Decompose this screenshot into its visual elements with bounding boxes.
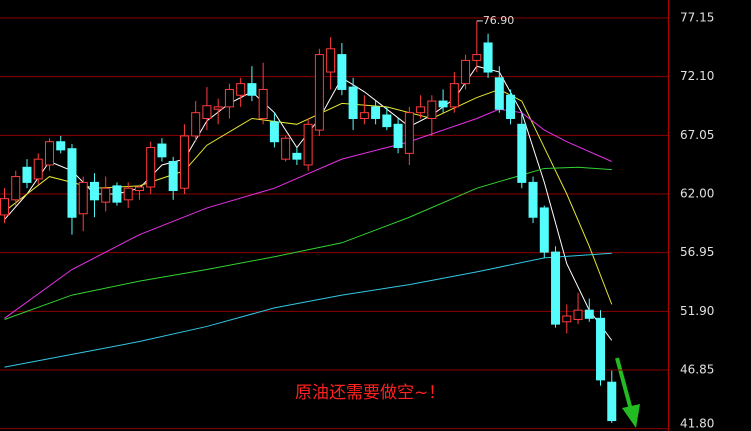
- candle-body: [528, 181, 538, 218]
- candle-body: [157, 143, 167, 158]
- y-tick-label: 67.05: [680, 128, 714, 142]
- candle-body: [326, 48, 336, 73]
- moving-average: [4, 252, 612, 368]
- candle-body: [224, 88, 234, 108]
- moving-average: [4, 65, 613, 341]
- candle-body: [562, 315, 572, 323]
- candle-body: [382, 114, 392, 128]
- y-tick-label: 72.10: [680, 69, 714, 83]
- candle-body: [123, 187, 133, 201]
- y-tick-label: 62.00: [680, 187, 714, 201]
- candle-body: [89, 181, 99, 201]
- candle-body: [191, 112, 201, 137]
- candle-body: [247, 83, 257, 96]
- candle-body: [112, 185, 122, 203]
- candle-body: [337, 54, 347, 90]
- candle-body: [44, 141, 54, 166]
- candle-body: [404, 112, 414, 154]
- candle-body: [472, 54, 482, 61]
- candle-body: [607, 381, 617, 422]
- candle-body: [359, 112, 369, 119]
- candle-body: [33, 158, 43, 180]
- candle-body: [506, 94, 516, 119]
- candle-body: [0, 198, 9, 216]
- annotation: 原油还需要做空~！: [295, 383, 445, 403]
- candle-body: [494, 77, 504, 110]
- candle-body: [371, 106, 381, 119]
- candle-body: [269, 121, 279, 143]
- candle-body: [393, 123, 403, 149]
- moving-average: [4, 166, 612, 320]
- candle-body: [101, 187, 111, 203]
- candle-body: [202, 105, 212, 119]
- candle-body: [78, 181, 88, 215]
- candle-body: [258, 88, 268, 119]
- candle-body: [573, 309, 583, 320]
- candle-body: [236, 83, 246, 96]
- candle-body: [539, 207, 549, 253]
- candle-body: [168, 160, 178, 192]
- candle-body: [449, 83, 459, 108]
- y-tick-label: 41.80: [680, 417, 714, 431]
- candle-body: [281, 137, 291, 160]
- y-tick-label: 46.85: [680, 363, 714, 377]
- candle-body: [348, 86, 358, 119]
- candle-body: [22, 166, 32, 183]
- candle-body: [56, 141, 66, 151]
- y-tick-label: 77.15: [680, 11, 714, 25]
- candle-body: [438, 100, 448, 108]
- candle-body: [483, 42, 493, 73]
- y-tick-label: 56.95: [680, 245, 714, 259]
- candle-body: [551, 251, 561, 325]
- arrow: [615, 357, 640, 428]
- candle-body: [416, 106, 426, 114]
- peak-label: 76.90: [483, 14, 514, 27]
- candle-body: [292, 152, 302, 160]
- candle-body: [213, 106, 223, 110]
- candle-body: [303, 123, 313, 166]
- candle-body: [517, 123, 527, 183]
- candle-body: [146, 147, 156, 188]
- candle-body: [11, 176, 21, 201]
- y-tick-label: 51.90: [680, 304, 714, 318]
- candle-body: [584, 309, 594, 319]
- candle-body: [427, 100, 437, 119]
- candle-body: [461, 59, 471, 85]
- candle-body: [67, 148, 77, 218]
- candle-body: [179, 135, 189, 189]
- candle-body: [134, 186, 144, 192]
- candle-body: [314, 54, 324, 131]
- candle-body: [596, 317, 606, 381]
